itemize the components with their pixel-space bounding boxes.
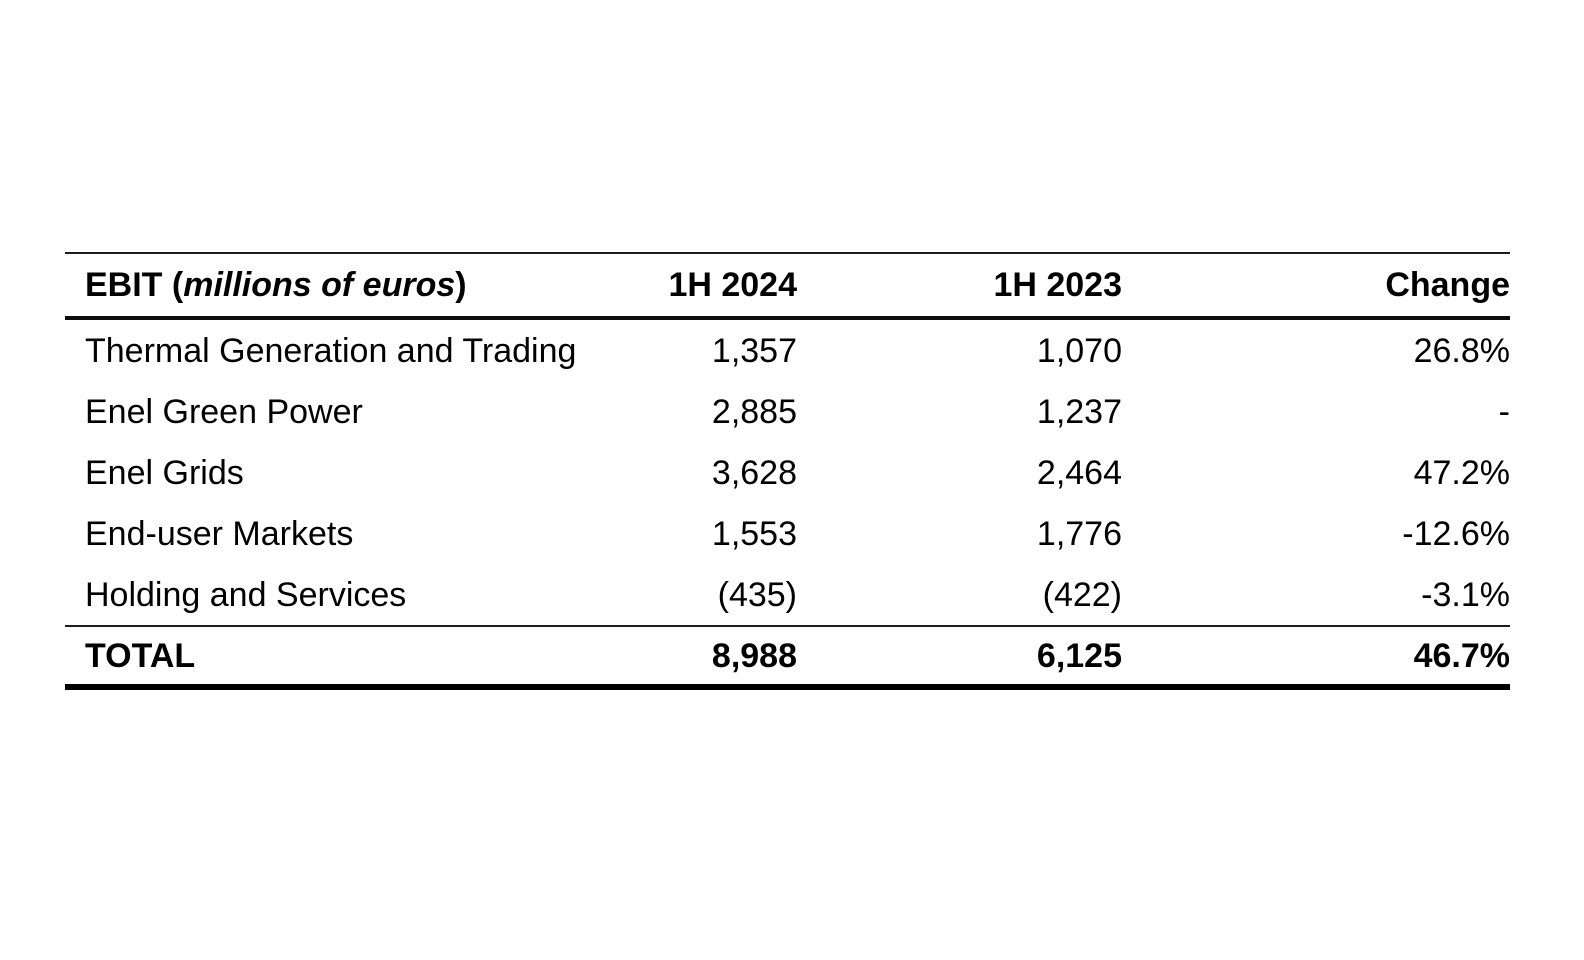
table-row: Enel Grids 3,628 2,464 47.2%	[65, 442, 1510, 503]
row-label: Holding and Services	[85, 575, 407, 614]
ebit-title-cell: EBIT (millions of euros)	[65, 253, 565, 320]
row-label: Enel Green Power	[85, 392, 363, 431]
value-1h-2023: 1,237	[1036, 392, 1122, 431]
total-1h-2023: 6,125	[797, 625, 1122, 687]
value-1h-2023: 2,464	[1036, 453, 1122, 492]
value-change: 26.8%	[1413, 331, 1510, 370]
value-change: -3.1%	[1421, 575, 1510, 614]
table-row: Holding and Services (435) (422) -3.1%	[65, 564, 1510, 626]
total-label: TOTAL	[65, 625, 565, 687]
value-1h-2024: 2,885	[711, 392, 797, 431]
value-1h-2023: 1,070	[1036, 331, 1122, 370]
table-row: Thermal Generation and Trading 1,357 1,0…	[65, 318, 1510, 381]
total-1h-2024: 8,988	[565, 625, 797, 687]
value-1h-2024: 3,628	[711, 453, 797, 492]
column-header-1h-2024: 1H 2024	[565, 253, 797, 320]
ebit-title-unit: millions of euros	[183, 266, 456, 304]
value-1h-2024: (435)	[717, 575, 797, 614]
value-1h-2023: 1,776	[1036, 514, 1122, 553]
value-1h-2023: (422)	[1042, 575, 1122, 614]
total-change: 46.7%	[1122, 625, 1510, 687]
value-1h-2024: 1,357	[711, 331, 797, 370]
row-label: Enel Grids	[85, 453, 244, 492]
value-1h-2024: 1,553	[711, 514, 797, 553]
ebit-title-prefix: EBIT (	[85, 266, 184, 304]
ebit-report-table-container: EBIT (millions of euros) 1H 2024 1H 2023…	[65, 252, 1510, 690]
ebit-table: EBIT (millions of euros) 1H 2024 1H 2023…	[65, 252, 1510, 690]
column-header-1h-2023: 1H 2023	[797, 253, 1122, 320]
row-label: End-user Markets	[85, 514, 354, 553]
row-label: Thermal Generation and Trading	[85, 331, 577, 370]
table-row: End-user Markets 1,553 1,776 -12.6%	[65, 503, 1510, 564]
column-header-change: Change	[1122, 253, 1510, 320]
value-change: -	[1498, 392, 1510, 431]
table-row: Enel Green Power 2,885 1,237 -	[65, 381, 1510, 442]
ebit-title-suffix: )	[455, 266, 467, 304]
table-header-row: EBIT (millions of euros) 1H 2024 1H 2023…	[65, 253, 1510, 320]
value-change: -12.6%	[1402, 514, 1510, 553]
table-total-row: TOTAL 8,988 6,125 46.7%	[65, 625, 1510, 687]
value-change: 47.2%	[1413, 453, 1510, 492]
